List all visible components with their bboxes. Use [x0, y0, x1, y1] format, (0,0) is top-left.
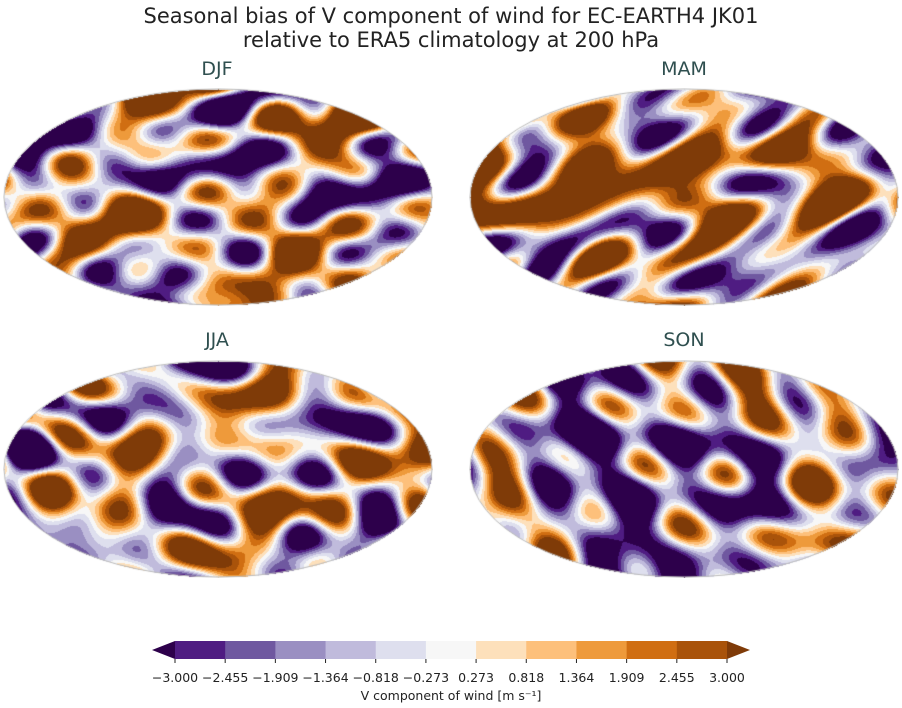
colorbar-tick-label: 1.364 [558, 670, 595, 685]
colorbar-tick-label: 1.909 [608, 670, 645, 685]
colorbar-extend-low [152, 641, 175, 659]
colorbar-tick-label: 0.818 [508, 670, 545, 685]
colorbar-tick-label: 2.455 [658, 670, 695, 685]
panel-title-djf: DJF [201, 58, 233, 80]
panel-title-mam: MAM [661, 58, 707, 80]
panel-title-jja: JJA [205, 329, 229, 351]
figure-title-line2: relative to ERA5 climatology at 200 hPa [242, 28, 660, 52]
colorbar [152, 641, 750, 663]
colorbar-segment [375, 641, 427, 659]
colorbar-label: V component of wind [m s⁻¹] [360, 688, 542, 703]
colorbar-tick-label: −0.818 [352, 670, 399, 685]
colorbar-segment [275, 641, 327, 659]
map-jja [3, 360, 433, 578]
figure-title-line1: Seasonal bias of V component of wind for… [143, 4, 759, 28]
colorbar-segment [576, 641, 628, 659]
panel-title-son: SON [663, 329, 705, 351]
colorbar-tick-label: 3.000 [709, 670, 745, 685]
colorbar-segment [325, 641, 377, 659]
colorbar-tick-label: −0.273 [402, 670, 450, 685]
colorbar-segment [676, 641, 728, 659]
colorbar-segment [225, 641, 276, 659]
map-mam [469, 88, 899, 306]
map-djf [3, 88, 433, 306]
colorbar-tick-label: −1.364 [302, 670, 349, 685]
colorbar-tick-label: −3.000 [151, 670, 199, 685]
colorbar-extend-high [727, 641, 750, 659]
colorbar-segment [425, 641, 477, 659]
colorbar-tick-label: −1.909 [252, 670, 299, 685]
colorbar-tick-label: 0.273 [458, 670, 494, 685]
colorbar-segment [626, 641, 678, 659]
colorbar-segment [175, 641, 226, 659]
map-son [469, 360, 899, 578]
colorbar-segment [476, 641, 527, 659]
colorbar-segment [526, 641, 577, 659]
colorbar-tick-label: −2.455 [202, 670, 249, 685]
